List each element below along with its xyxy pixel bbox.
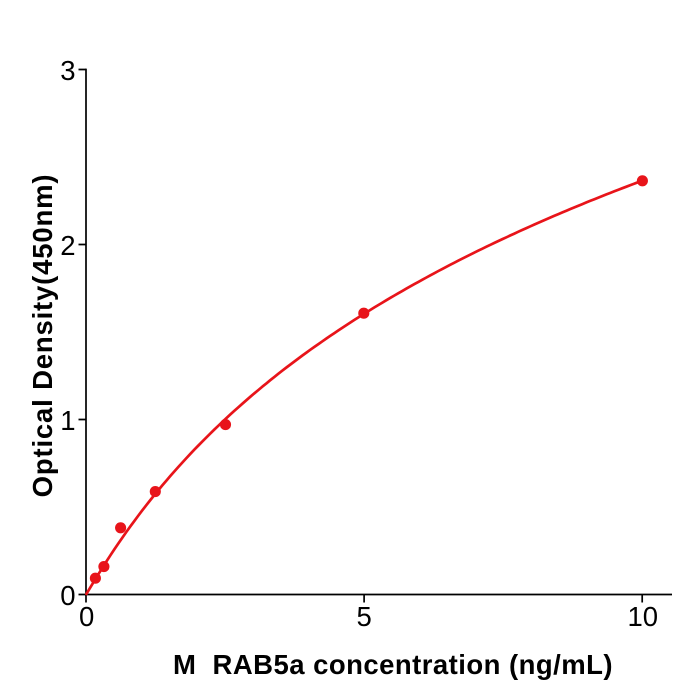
svg-text:M RAB5a concentration (ng/mL): M RAB5a concentration (ng/mL) [173, 649, 613, 680]
svg-text:Optical Density(450nm): Optical Density(450nm) [27, 174, 58, 498]
svg-text:0: 0 [79, 601, 94, 632]
svg-text:0: 0 [60, 580, 75, 611]
svg-text:5: 5 [356, 601, 371, 632]
svg-text:1: 1 [60, 405, 75, 436]
svg-text:3: 3 [60, 55, 75, 86]
svg-text:2: 2 [60, 230, 75, 261]
svg-text:10: 10 [628, 601, 659, 632]
